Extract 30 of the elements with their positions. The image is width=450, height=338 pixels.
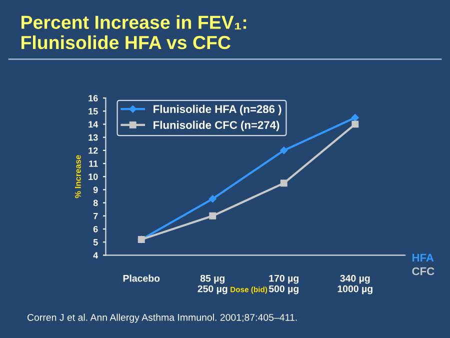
y-tick-label: 5: [93, 239, 98, 246]
x-tick-label: 85 µg 250 µg: [198, 274, 228, 294]
legend-label: Flunisolide HFA (n=286 ): [154, 104, 282, 116]
y-tick-label: 15: [88, 108, 98, 114]
point: [209, 212, 216, 220]
x-tick-label: 170 µg 500 µg: [268, 274, 298, 294]
y-tick-label: 11: [89, 160, 98, 167]
y-tick-label: 7: [93, 212, 98, 220]
point: [351, 114, 359, 122]
y-tick-label: 13: [88, 134, 98, 141]
y-tick-label: 14: [88, 121, 98, 128]
y-tick-label: 16: [88, 94, 98, 102]
point: [280, 180, 288, 187]
text: CFC: [412, 267, 434, 276]
x-tick-label: Placebo: [123, 274, 160, 282]
point: [280, 146, 288, 154]
y-tick-label: 10: [88, 174, 98, 180]
y-tick-label: 6: [93, 226, 98, 232]
legend-label: Flunisolide CFC (n=274): [154, 120, 280, 132]
chart-title: Percent Increase in FEV₁: Flunisolide HFA vs CFC: [22, 15, 246, 50]
point: [208, 195, 216, 203]
x-tick-label: 340 µg 1000 µg: [338, 274, 372, 294]
y-tick-label: 8: [93, 200, 98, 206]
y-tick-label: 12: [88, 147, 98, 154]
point: [352, 120, 359, 128]
y-axis-title: % Increase: [74, 155, 81, 198]
text: Corren J et al. Ann Allergy Asthma Immunol. 2001;87:405–411.: [27, 314, 297, 323]
y-tick-label: 9: [93, 186, 98, 194]
text: HFA: [412, 254, 434, 262]
y-tick-label: 4: [93, 252, 98, 258]
